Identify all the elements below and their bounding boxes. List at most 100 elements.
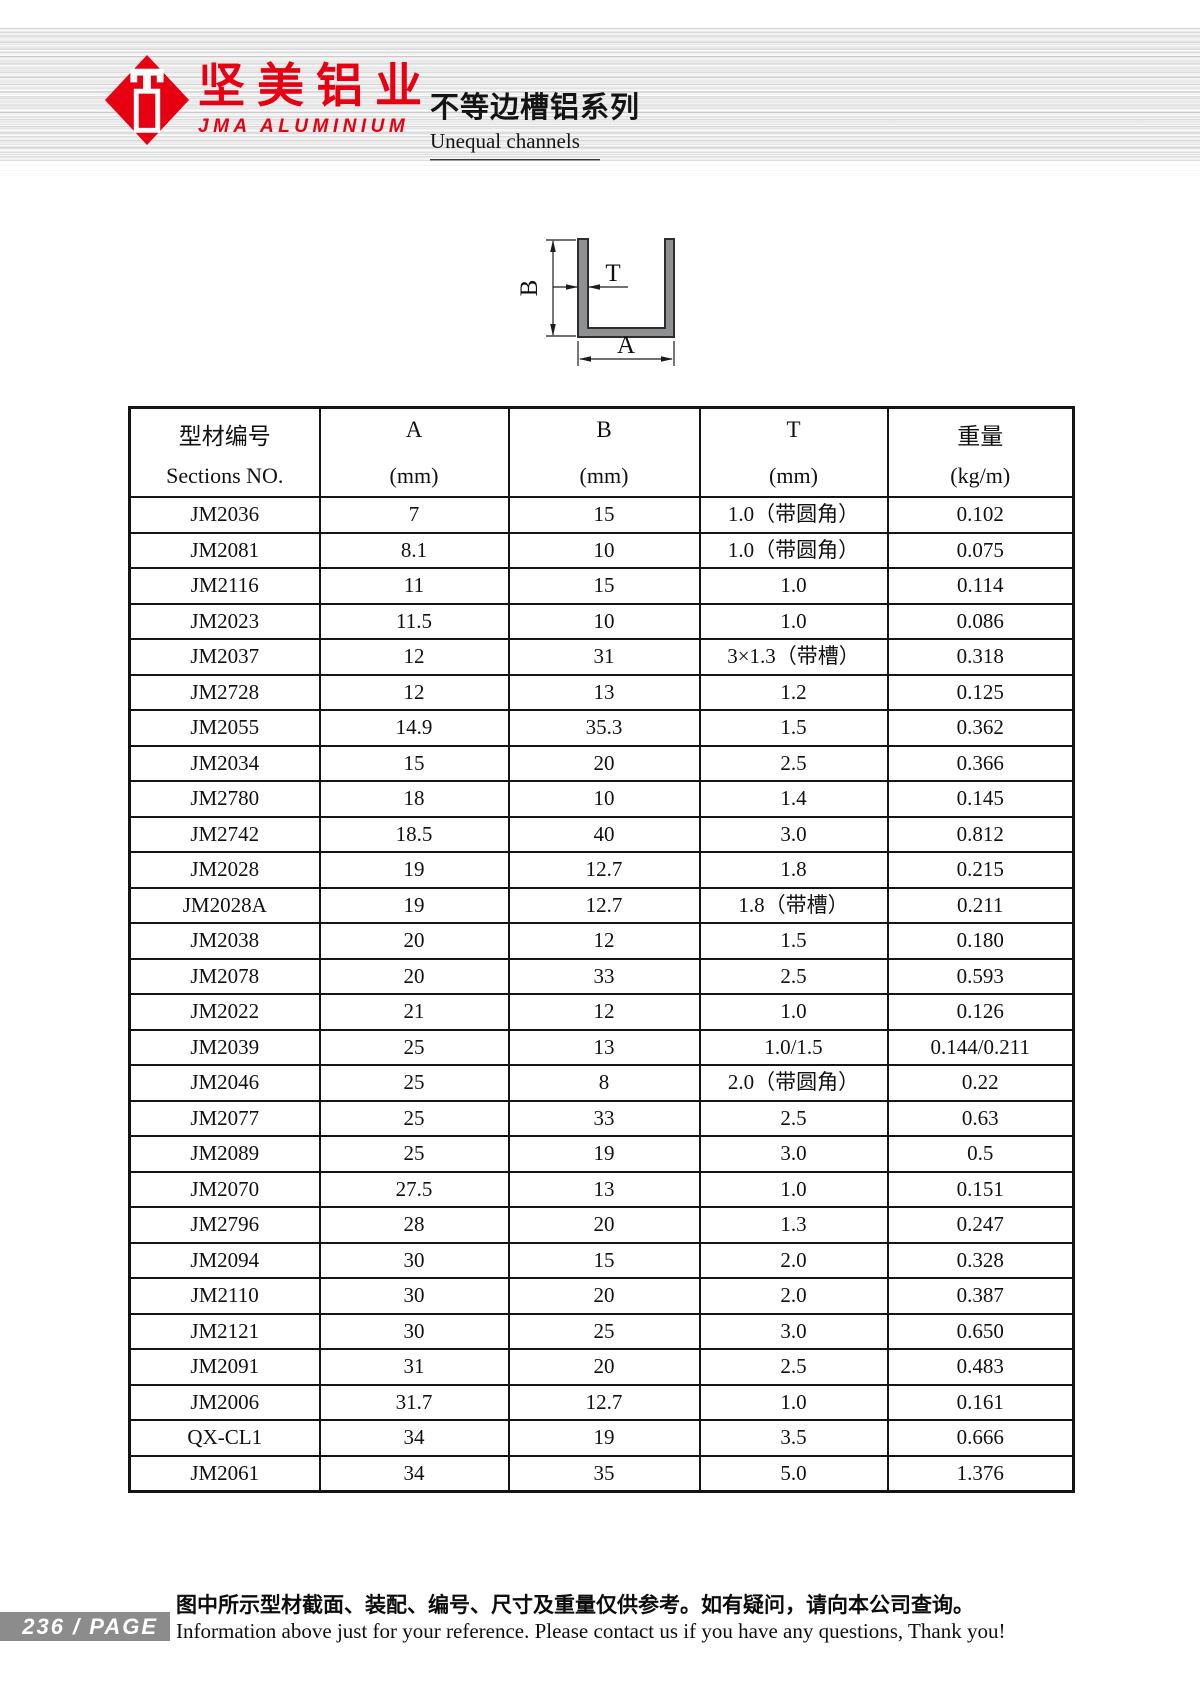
table-row: JM2796 28 20 1.3 0.247 [128,1206,1075,1244]
value-cell: 15 [507,1241,701,1279]
value-cell: 2.5 [698,744,889,782]
value-cell: 0.180 [886,922,1075,960]
page-number-badge: 236 / PAGE [0,1612,170,1641]
value-cell: 1.0 [698,567,889,605]
table-row: JM2110 30 20 2.0 0.387 [128,1277,1075,1315]
value-cell: 10 [507,531,701,569]
table-row: JM2081 8.1 10 1.0（带圆角） 0.075 [128,531,1075,569]
value-cell: 20 [507,1348,701,1386]
table-row: JM2091 31 20 2.5 0.483 [128,1348,1075,1386]
column-header: 重量 (kg/m) [886,406,1075,498]
value-cell: 1.0 [698,993,889,1031]
footer-note-cn: 图中所示型材截面、装配、编号、尺寸及重量仅供参考。如有疑问，请向本公司查询。 [176,1594,974,1617]
value-cell: 34 [318,1454,510,1493]
value-cell: 12.7 [507,886,701,924]
value-cell: 0.812 [886,815,1075,853]
value-cell: 7 [318,496,510,534]
value-cell: 0.328 [886,1241,1075,1279]
value-cell: 1.3 [698,1206,889,1244]
value-cell: 0.145 [886,780,1075,818]
value-cell: 27.5 [318,1170,510,1208]
value-cell: 1.4 [698,780,889,818]
value-cell: 0.483 [886,1348,1075,1386]
table-row: JM2116 11 15 1.0 0.114 [128,567,1075,605]
series-title-en: Unequal channels [430,129,600,161]
page-number-label: 236 / PAGE [22,1614,158,1639]
column-header: T (mm) [698,406,889,498]
section-no-cell: JM2038 [128,922,321,960]
section-no-cell: JM2037 [128,638,321,676]
footer-note-en: Information above just for your referenc… [176,1619,1006,1643]
value-cell: 20 [318,957,510,995]
section-no-cell: JM2796 [128,1206,321,1244]
value-cell: 0.126 [886,993,1075,1031]
value-cell: 0.63 [886,1099,1075,1137]
value-cell: 25 [318,1099,510,1137]
value-cell: 0.666 [886,1419,1075,1457]
value-cell: 18.5 [318,815,510,853]
value-cell: 40 [507,815,701,853]
value-cell: 19 [318,851,510,889]
value-cell: 25 [318,1064,510,1102]
value-cell: 0.318 [886,638,1075,676]
value-cell: 15 [507,567,701,605]
value-cell: 0.075 [886,531,1075,569]
column-header: A (mm) [318,406,510,498]
dim-label-B: B [516,280,543,297]
table-row: JM2077 25 33 2.5 0.63 [128,1099,1075,1137]
value-cell: 3×1.3（带槽） [698,638,889,676]
value-cell: 0.650 [886,1312,1075,1350]
value-cell: 25 [318,1135,510,1173]
value-cell: 8.1 [318,531,510,569]
value-cell: 12 [507,993,701,1031]
value-cell: 14.9 [318,709,510,747]
table-row: JM2094 30 15 2.0 0.328 [128,1241,1075,1279]
value-cell: 2.5 [698,1099,889,1137]
value-cell: 1.0（带圆角） [698,496,889,534]
table-row: JM2037 12 31 3×1.3（带槽） 0.318 [128,638,1075,676]
value-cell: 12 [318,673,510,711]
section-no-cell: JM2081 [128,531,321,569]
value-cell: 31 [507,638,701,676]
table-row: JM2036 7 15 1.0（带圆角） 0.102 [128,496,1075,534]
value-cell: 33 [507,1099,701,1137]
section-no-cell: JM2091 [128,1348,321,1386]
section-no-cell: JM2039 [128,1028,321,1066]
value-cell: 11 [318,567,510,605]
value-cell: 0.593 [886,957,1075,995]
value-cell: 15 [318,744,510,782]
series-title-cn: 不等边槽铝系列 [430,92,641,124]
value-cell: 0.211 [886,886,1075,924]
value-cell: 0.387 [886,1277,1075,1315]
value-cell: 33 [507,957,701,995]
value-cell: 20 [507,744,701,782]
table-row: JM2046 25 8 2.0（带圆角） 0.22 [128,1064,1075,1102]
section-no-cell: JM2036 [128,496,321,534]
value-cell: 12 [318,638,510,676]
table-row: JM2028A 19 12.7 1.8（带槽） 0.211 [128,886,1075,924]
section-no-cell: JM2006 [128,1383,321,1421]
brand-logo: 坚美铝业 JMA ALUMINIUM [104,54,434,146]
dim-label-T: T [605,260,620,287]
value-cell: 1.2 [698,673,889,711]
value-cell: 30 [318,1277,510,1315]
table-row: JM2780 18 10 1.4 0.145 [128,780,1075,818]
column-header-line1: B [596,416,612,442]
column-header-line2: (kg/m) [950,462,1011,488]
value-cell: 19 [318,886,510,924]
jma-diamond-logo-icon [104,55,190,145]
value-cell: 0.366 [886,744,1075,782]
table-row: JM2070 27.5 13 1.0 0.151 [128,1170,1075,1208]
value-cell: 0.144/0.211 [886,1028,1075,1066]
value-cell: 28 [318,1206,510,1244]
section-no-cell: JM2094 [128,1241,321,1279]
sections-spec-table: 型材编号 Sections NO. A (mm) B (mm) T (mm) 重量 (kg/m) … [128,406,1075,1493]
section-no-cell: JM2061 [128,1454,321,1493]
value-cell: 10 [507,780,701,818]
section-no-cell: QX-CL1 [128,1419,321,1457]
value-cell: 20 [318,922,510,960]
column-header-line1: T [786,416,801,442]
value-cell: 1.0 [698,1383,889,1421]
table-row: QX-CL1 34 19 3.5 0.666 [128,1419,1075,1457]
